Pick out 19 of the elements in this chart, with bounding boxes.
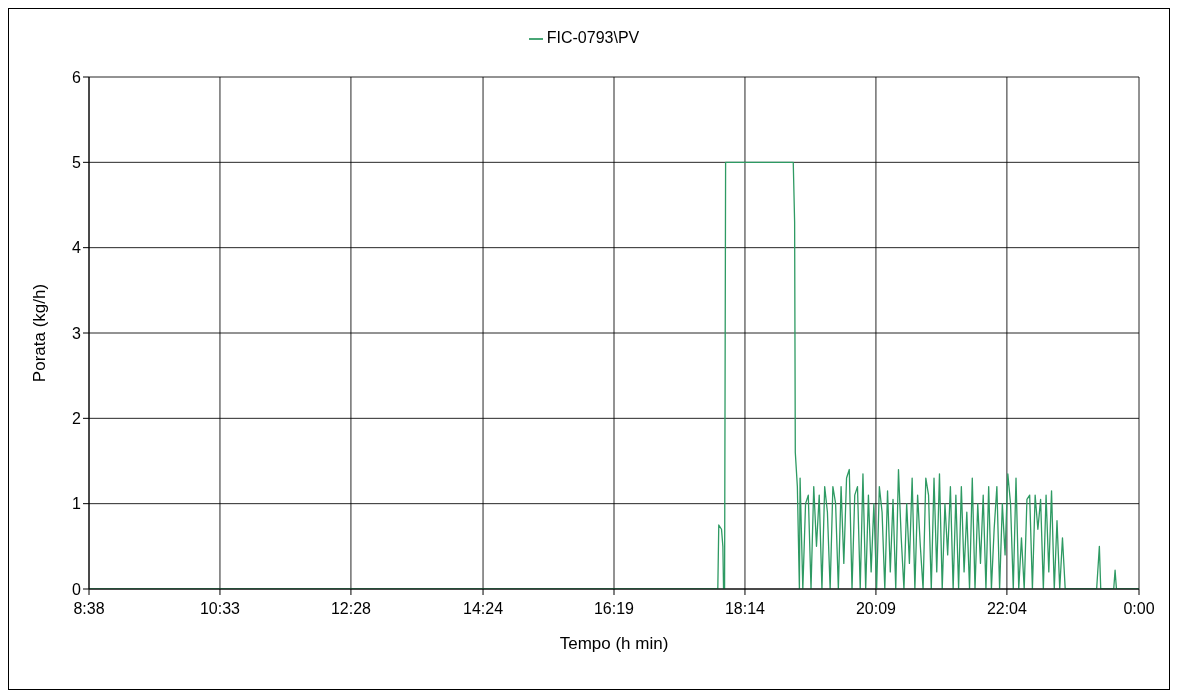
x-axis-title: Tempo (h min) xyxy=(559,634,669,653)
y-tick-label: 3 xyxy=(72,324,82,342)
legend-label: FIC-0793\PV xyxy=(546,29,640,46)
y-tick-label: 4 xyxy=(72,239,82,257)
y-tick-label: 0 xyxy=(72,580,82,598)
x-tick-label: 8:38 xyxy=(73,600,105,618)
y-axis-title: Porata (kg/h) xyxy=(30,283,50,383)
x-tick-label: 14:24 xyxy=(463,600,504,618)
y-tick-label: 5 xyxy=(72,154,82,172)
x-tick-label: 18:14 xyxy=(724,600,766,618)
x-tick-label: 0:00 xyxy=(1123,600,1155,618)
x-tick-label: 10:33 xyxy=(199,600,241,618)
y-tick-label: 2 xyxy=(72,410,82,428)
x-tick-label: 20:09 xyxy=(855,600,897,618)
x-tick-label: 22:04 xyxy=(986,600,1028,618)
x-tick-label: 12:28 xyxy=(330,600,372,618)
y-tick-label: 1 xyxy=(72,495,82,513)
x-tick-label: 16:19 xyxy=(593,600,635,618)
y-tick-label: 6 xyxy=(72,68,82,86)
